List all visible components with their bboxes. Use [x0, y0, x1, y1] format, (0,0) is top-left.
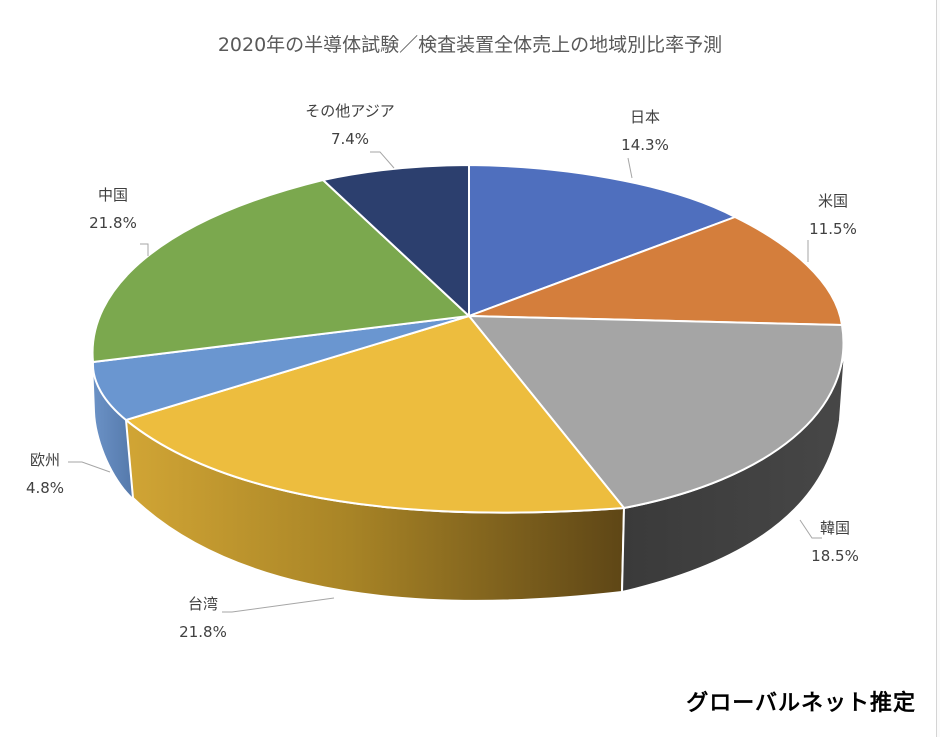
label-china: 中国 21.8%: [68, 181, 158, 237]
label-china-pct: 21.8%: [89, 214, 137, 232]
leader-korea: [799, 519, 822, 539]
leader-lines: [68, 151, 822, 613]
spreadsheet-edge: [936, 0, 940, 737]
slice-japan[interactable]: [468, 164, 736, 317]
label-korea: 韓国 18.5%: [790, 514, 880, 570]
slice-korea[interactable]: [468, 315, 845, 509]
leader-china: [140, 243, 149, 256]
label-us: 米国 11.5%: [788, 187, 878, 243]
slice-europe[interactable]: [91, 315, 470, 421]
label-korea-pct: 18.5%: [811, 547, 859, 565]
label-korea-name: 韓国: [819, 519, 850, 537]
label-japan: 日本 14.3%: [600, 103, 690, 159]
label-europe: 欧州 4.8%: [0, 446, 90, 502]
leader-europe: [68, 461, 111, 473]
source-credit: グローバルネット推定: [686, 691, 916, 716]
label-taiwan: 台湾 21.8%: [158, 590, 248, 646]
label-china-name: 中国: [97, 186, 128, 204]
chart-title: 2020年の半導体試験／検査装置全体売上の地域別比率予測: [217, 34, 723, 56]
label-taiwan-pct: 21.8%: [179, 623, 227, 641]
label-us-name: 米国: [817, 192, 848, 210]
leader-other-asia: [370, 151, 395, 169]
pie-top-face: [91, 164, 845, 514]
slice-taiwan[interactable]: [125, 315, 625, 514]
label-us-pct: 11.5%: [809, 220, 857, 238]
label-other-asia-name: その他アジア: [305, 102, 395, 120]
label-other-asia: その他アジア 7.4%: [280, 97, 420, 153]
side-europe: [92, 362, 133, 498]
label-japan-name: 日本: [629, 108, 660, 126]
label-europe-name: 欧州: [29, 451, 60, 469]
slice-other-asia[interactable]: [322, 164, 470, 317]
slice-china[interactable]: [91, 179, 470, 363]
slice-us[interactable]: [468, 216, 843, 326]
label-japan-pct: 14.3%: [621, 136, 669, 154]
label-other-asia-pct: 7.4%: [330, 130, 370, 148]
leader-taiwan: [222, 597, 335, 613]
leader-japan: [627, 157, 633, 179]
label-europe-pct: 4.8%: [25, 479, 65, 497]
label-taiwan-name: 台湾: [187, 595, 218, 613]
